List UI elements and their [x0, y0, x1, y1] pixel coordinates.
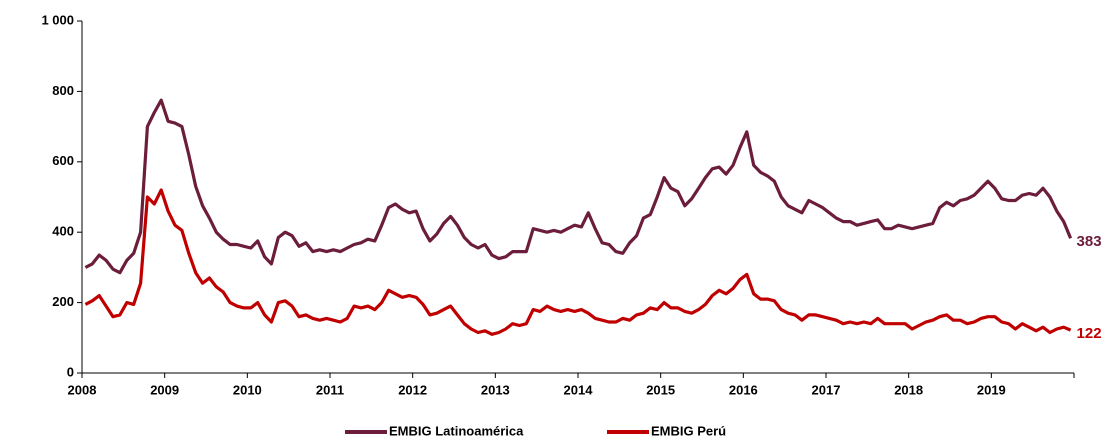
- x-tick-label: 2017: [812, 382, 841, 397]
- x-tick-label: 2009: [150, 382, 179, 397]
- x-tick-label: 2012: [398, 382, 427, 397]
- legend-label: EMBIG Latinoamérica: [389, 423, 524, 438]
- legend-label: EMBIG Perú: [651, 423, 726, 438]
- x-tick-label: 2010: [233, 382, 262, 397]
- end-label: 122: [1077, 325, 1102, 342]
- x-tick-label: 2015: [646, 382, 675, 397]
- y-tick-label: 600: [52, 153, 74, 168]
- y-tick-label: 0: [67, 364, 74, 379]
- y-tick-label: 400: [52, 224, 74, 239]
- y-tick-label: 200: [52, 294, 74, 309]
- x-tick-label: 2011: [316, 382, 344, 397]
- x-tick-label: 2008: [68, 382, 97, 397]
- y-tick-label: 1 000: [41, 12, 74, 27]
- x-tick-label: 2018: [894, 382, 923, 397]
- y-tick-label: 800: [52, 83, 74, 98]
- series-line: [84, 98, 1073, 275]
- x-tick-label: 2014: [564, 382, 594, 397]
- series-line: [84, 188, 1072, 336]
- x-tick-label: 2016: [729, 382, 758, 397]
- x-tick-label: 2013: [481, 382, 510, 397]
- x-tick-label: 2019: [977, 382, 1006, 397]
- end-label: 383: [1077, 233, 1102, 250]
